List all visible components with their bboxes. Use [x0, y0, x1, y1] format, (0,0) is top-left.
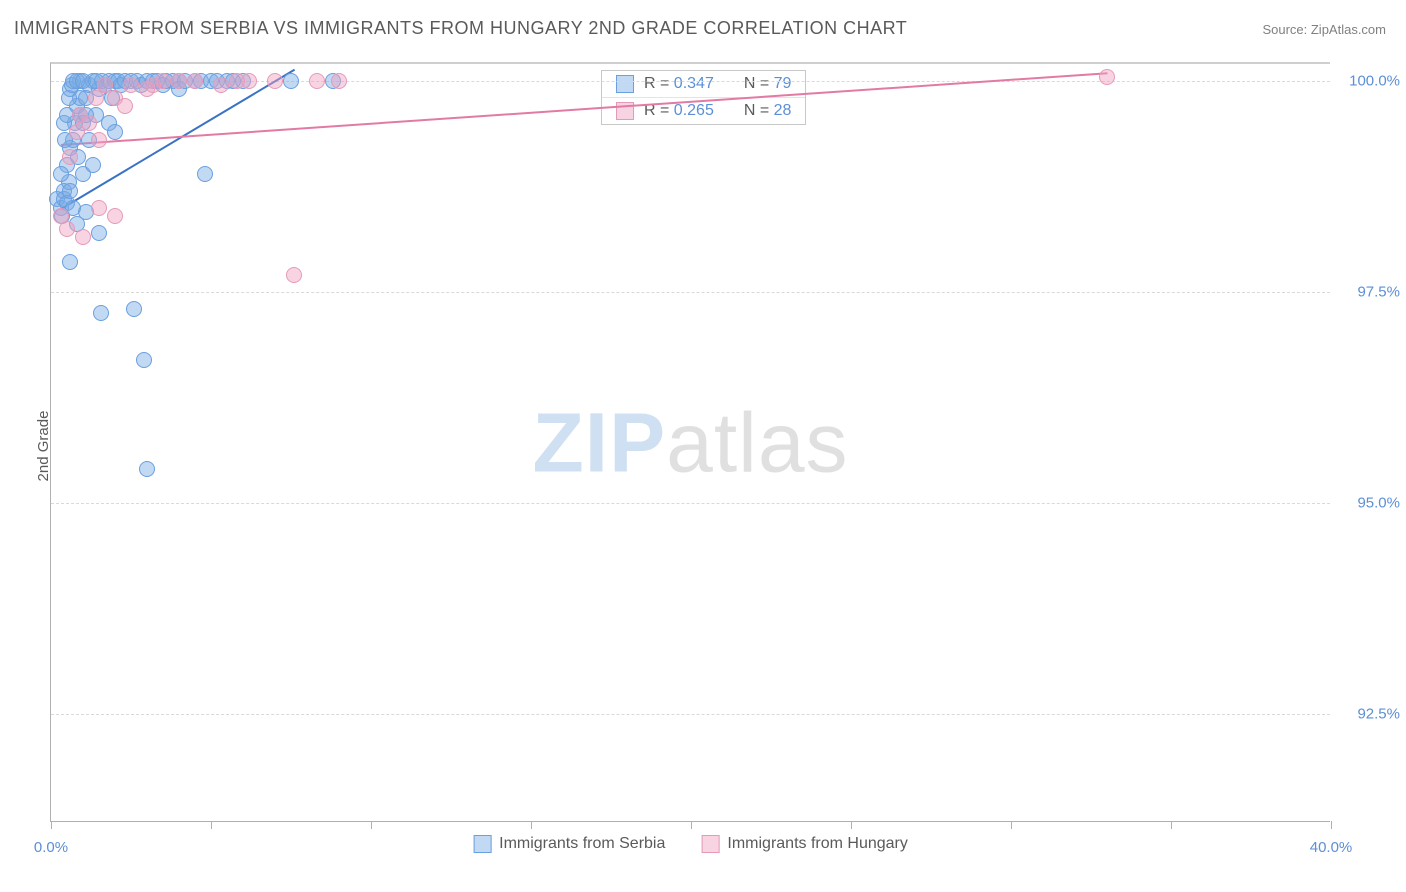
x-tick — [371, 821, 372, 829]
data-point-hungary — [241, 73, 257, 89]
gridline — [51, 714, 1330, 715]
x-tick — [691, 821, 692, 829]
x-tick-label: 40.0% — [1310, 839, 1353, 856]
data-point-hungary — [309, 73, 325, 89]
x-tick — [1331, 821, 1332, 829]
data-point-hungary — [91, 200, 107, 216]
y-tick-label: 95.0% — [1340, 495, 1400, 512]
data-point-hungary — [155, 73, 171, 89]
data-point-hungary — [267, 73, 283, 89]
legend-label-hungary: Immigrants from Hungary — [727, 835, 908, 853]
data-point-hungary — [117, 98, 133, 114]
watermark-part2: atlas — [666, 395, 848, 489]
y-tick-label: 100.0% — [1340, 72, 1400, 89]
chart-title: IMMIGRANTS FROM SERBIA VS IMMIGRANTS FRO… — [14, 18, 907, 39]
data-point-hungary — [123, 77, 139, 93]
y-tick-label: 97.5% — [1340, 284, 1400, 301]
data-point-hungary — [107, 208, 123, 224]
data-point-serbia — [139, 461, 155, 477]
x-tick — [1171, 821, 1172, 829]
data-point-serbia — [62, 183, 78, 199]
y-tick-label: 92.5% — [1340, 706, 1400, 723]
data-point-hungary — [91, 132, 107, 148]
legend-label-serbia: Immigrants from Serbia — [499, 835, 665, 853]
x-tick — [211, 821, 212, 829]
data-point-serbia — [91, 225, 107, 241]
stats-n-label: N = 79 — [744, 75, 792, 93]
legend-item-hungary: Immigrants from Hungary — [701, 835, 908, 853]
data-point-hungary — [1099, 69, 1115, 85]
gridline — [51, 503, 1330, 504]
series-legend: Immigrants from Serbia Immigrants from H… — [473, 835, 908, 853]
watermark-part1: ZIP — [532, 395, 666, 489]
x-tick — [531, 821, 532, 829]
data-point-serbia — [62, 254, 78, 270]
data-point-serbia — [197, 166, 213, 182]
legend-swatch-serbia — [473, 835, 491, 853]
legend-item-serbia: Immigrants from Serbia — [473, 835, 665, 853]
data-point-serbia — [283, 73, 299, 89]
legend-swatch-hungary — [701, 835, 719, 853]
data-point-hungary — [75, 229, 91, 245]
gridline — [51, 292, 1330, 293]
data-point-serbia — [53, 166, 69, 182]
data-point-hungary — [62, 149, 78, 165]
x-tick — [1011, 821, 1012, 829]
data-point-hungary — [187, 73, 203, 89]
stats-row-serbia: R = 0.347 N = 79 — [602, 71, 805, 97]
chart-plot-area: ZIPatlas R = 0.347N = 79R = 0.265N = 28 … — [50, 62, 1330, 822]
watermark: ZIPatlas — [532, 394, 848, 491]
data-point-hungary — [59, 221, 75, 237]
data-point-hungary — [286, 267, 302, 283]
data-point-hungary — [213, 77, 229, 93]
source-attribution: Source: ZipAtlas.com — [1262, 22, 1386, 37]
source-label: Source: — [1262, 22, 1310, 37]
data-point-hungary — [81, 115, 97, 131]
data-point-hungary — [331, 73, 347, 89]
stats-r-label: R = 0.347 — [644, 75, 714, 93]
data-point-serbia — [85, 157, 101, 173]
data-point-serbia — [136, 352, 152, 368]
data-point-serbia — [107, 124, 123, 140]
correlation-stats-legend: R = 0.347N = 79R = 0.265N = 28 — [601, 70, 806, 125]
x-tick-label: 0.0% — [34, 839, 68, 856]
data-point-hungary — [171, 73, 187, 89]
stats-n-label: N = 28 — [744, 102, 792, 120]
x-tick — [51, 821, 52, 829]
stats-swatch-serbia — [616, 75, 634, 93]
data-point-serbia — [93, 305, 109, 321]
source-link[interactable]: ZipAtlas.com — [1311, 22, 1386, 37]
data-point-serbia — [126, 301, 142, 317]
x-tick — [851, 821, 852, 829]
